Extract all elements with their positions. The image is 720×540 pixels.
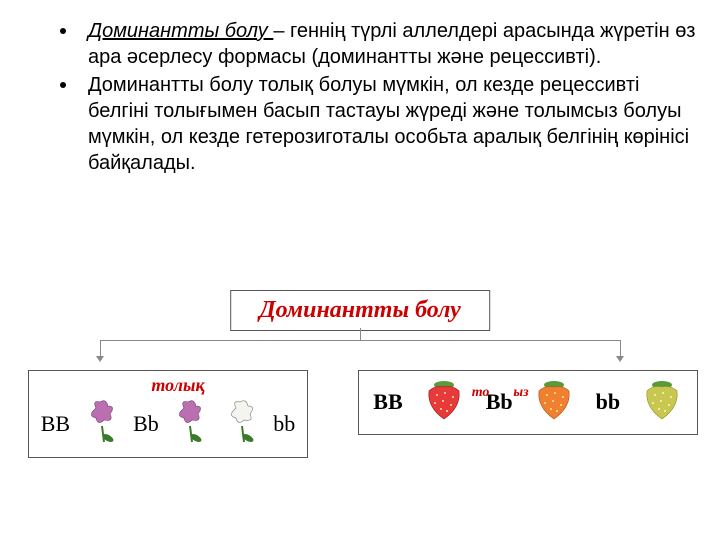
bullet-icon xyxy=(60,82,66,88)
bullet-text: Доминантты болу – геннің түрлі аллелдері… xyxy=(88,18,700,70)
bullet-text: Доминантты болу толық болуы мүмкін, ол к… xyxy=(88,72,700,176)
strawberry-red-icon xyxy=(423,377,465,426)
genotype-label: Bb xyxy=(133,411,159,437)
connector-line xyxy=(100,340,620,341)
strawberry-orange-icon xyxy=(533,377,575,426)
strawberry-yellow-icon xyxy=(641,377,683,426)
arrow-label-left: то xyxy=(472,385,490,401)
genotype-text: Bb xyxy=(486,389,513,414)
left-branch-row: BB Bb bb xyxy=(29,396,307,457)
flower-purple-icon xyxy=(82,398,122,449)
arrow-down-icon xyxy=(616,356,624,362)
genotype-label: bb xyxy=(273,411,295,437)
genotype-text: bb xyxy=(596,389,620,414)
diagram-title: Доминантты болу xyxy=(259,297,461,324)
term-text: Доминантты болу xyxy=(88,20,273,42)
bullet-icon xyxy=(60,28,66,34)
arrow-label-right: ыз xyxy=(513,385,528,401)
right-branch-box: BB то Bb ыз bb xyxy=(358,370,698,435)
genotype-label: BB xyxy=(373,389,402,415)
genotype-label: bb xyxy=(596,389,620,415)
bullet-list: Доминантты болу – геннің түрлі аллелдері… xyxy=(60,18,700,178)
flower-white-icon xyxy=(222,398,262,449)
connector-line xyxy=(360,328,361,340)
flower-purple-icon xyxy=(170,398,210,449)
genotype-label: то Bb ыз xyxy=(486,389,513,415)
bullet-item: Доминантты болу толық болуы мүмкін, ол к… xyxy=(60,72,700,176)
genotype-label: BB xyxy=(41,411,70,437)
genotype-text: BB xyxy=(373,389,402,414)
bullet-item: Доминантты болу – геннің түрлі аллелдері… xyxy=(60,18,700,70)
diagram-title-box: Доминантты болу xyxy=(230,290,490,331)
left-branch-box: толық BB Bb bb xyxy=(28,370,308,458)
left-branch-label: толық xyxy=(49,375,307,396)
rest-text: Доминантты болу толық болуы мүмкін, ол к… xyxy=(88,74,689,174)
arrow-down-icon xyxy=(96,356,104,362)
